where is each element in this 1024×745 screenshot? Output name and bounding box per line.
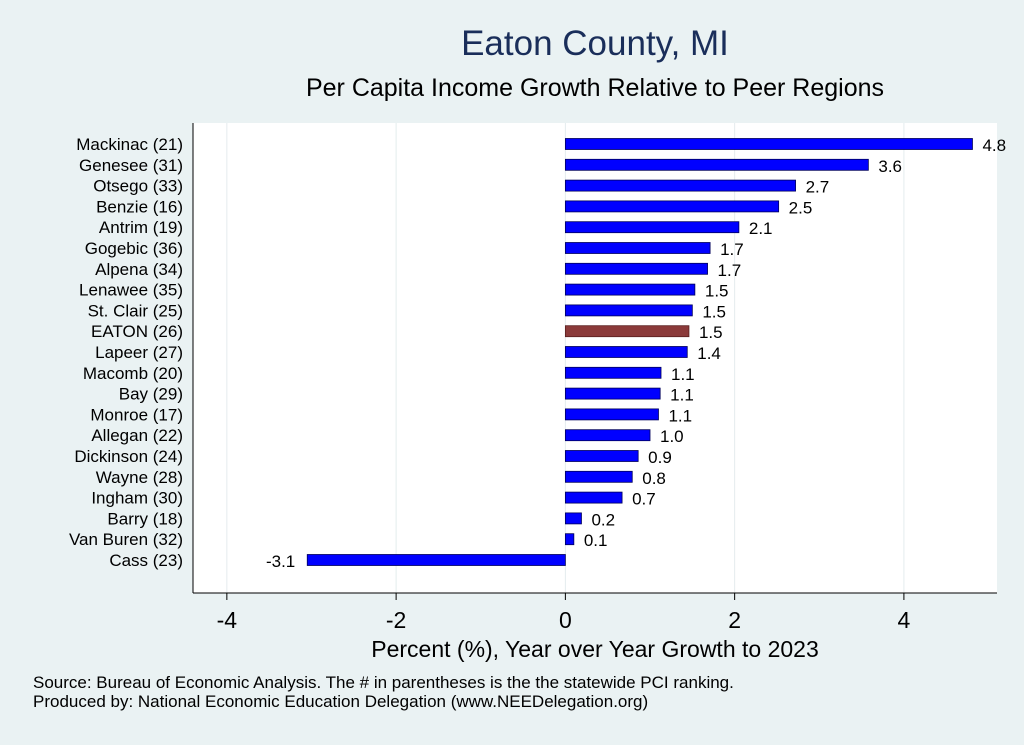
bar (564, 158, 869, 171)
category-label: St. Clair (25) (88, 301, 183, 320)
data-label: 2.1 (749, 219, 773, 238)
category-label: Gogebic (36) (85, 239, 183, 258)
data-label: 0.9 (648, 448, 672, 467)
x-tick-label: 2 (728, 607, 741, 633)
data-label: 3.6 (878, 157, 902, 176)
category-label: Dickinson (24) (74, 447, 183, 466)
bar (564, 408, 659, 421)
category-label: Mackinac (21) (76, 135, 183, 154)
bar (564, 366, 662, 379)
category-label: Macomb (20) (83, 364, 183, 383)
x-axis-label: Percent (%), Year over Year Growth to 20… (371, 636, 819, 662)
x-tick-label: -2 (386, 607, 406, 633)
chart-subtitle: Per Capita Income Growth Relative to Pee… (305, 74, 885, 102)
chart-title: Eaton County, MI (461, 24, 729, 63)
x-tick-label: -4 (217, 607, 238, 633)
data-label: 1.4 (697, 344, 721, 363)
data-label: 2.7 (806, 178, 830, 197)
category-label: Alpena (34) (95, 260, 183, 279)
category-label: Benzie (16) (96, 197, 183, 216)
data-label: 1.5 (699, 323, 723, 342)
bar (564, 221, 740, 234)
category-label: Allegan (22) (91, 426, 183, 445)
bar (564, 470, 633, 483)
data-label: 0.7 (632, 490, 656, 509)
category-label: Barry (18) (107, 509, 183, 528)
bar (564, 283, 696, 296)
x-tick-label: 0 (559, 607, 572, 633)
bar (564, 138, 973, 150)
bar (306, 554, 566, 566)
data-label: 0.1 (584, 531, 608, 550)
data-label: 1.5 (702, 302, 726, 321)
bar (564, 262, 708, 275)
data-label: 2.5 (789, 198, 813, 217)
data-label: 1.1 (671, 365, 695, 384)
x-tick-label: 4 (898, 607, 911, 633)
data-label: 1.0 (660, 427, 684, 446)
category-label: EATON (26) (91, 322, 183, 341)
bar (564, 512, 582, 525)
data-label: -3.1 (266, 552, 295, 571)
bar (564, 429, 651, 442)
bar (564, 325, 690, 338)
bar (564, 387, 661, 400)
bar (564, 304, 693, 317)
bar (564, 533, 575, 546)
data-label: 1.1 (670, 386, 694, 405)
bar (564, 346, 688, 358)
data-label: 1.7 (720, 240, 744, 259)
category-label: Lenawee (35) (79, 281, 183, 300)
category-label: Monroe (17) (90, 405, 183, 424)
source-note: Source: Bureau of Economic Analysis. The… (33, 673, 734, 692)
category-label: Van Buren (32) (69, 530, 183, 549)
category-label: Antrim (19) (99, 218, 183, 237)
bar (564, 200, 780, 213)
data-label: 1.5 (705, 282, 729, 301)
bar (564, 450, 639, 462)
data-label: 4.8 (982, 136, 1006, 155)
data-label: 0.8 (642, 469, 666, 488)
produced-by-note: Produced by: National Economic Education… (33, 692, 649, 711)
data-label: 1.1 (668, 406, 692, 425)
category-label: Wayne (28) (96, 468, 183, 487)
category-label: Otsego (33) (93, 177, 183, 196)
category-label: Genesee (31) (79, 156, 183, 175)
bar (564, 179, 796, 192)
category-label: Bay (29) (119, 385, 183, 404)
category-label: Ingham (30) (91, 489, 183, 508)
category-label: Cass (23) (109, 551, 183, 570)
data-label: 1.7 (718, 261, 742, 280)
bar (564, 491, 623, 504)
category-label: Lapeer (27) (95, 343, 183, 362)
bar (564, 242, 711, 254)
data-label: 0.2 (591, 510, 615, 529)
